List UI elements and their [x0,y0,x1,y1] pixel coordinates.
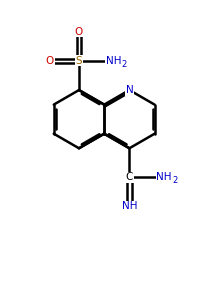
Text: O: O [75,27,83,37]
Text: C: C [126,172,133,182]
Text: N: N [125,85,133,95]
Text: 2: 2 [172,176,177,185]
Text: O: O [46,56,54,66]
Text: S: S [76,56,82,66]
Text: NH: NH [122,201,137,212]
Text: NH: NH [106,55,122,66]
Text: NH: NH [156,172,172,182]
Text: 2: 2 [122,60,127,69]
